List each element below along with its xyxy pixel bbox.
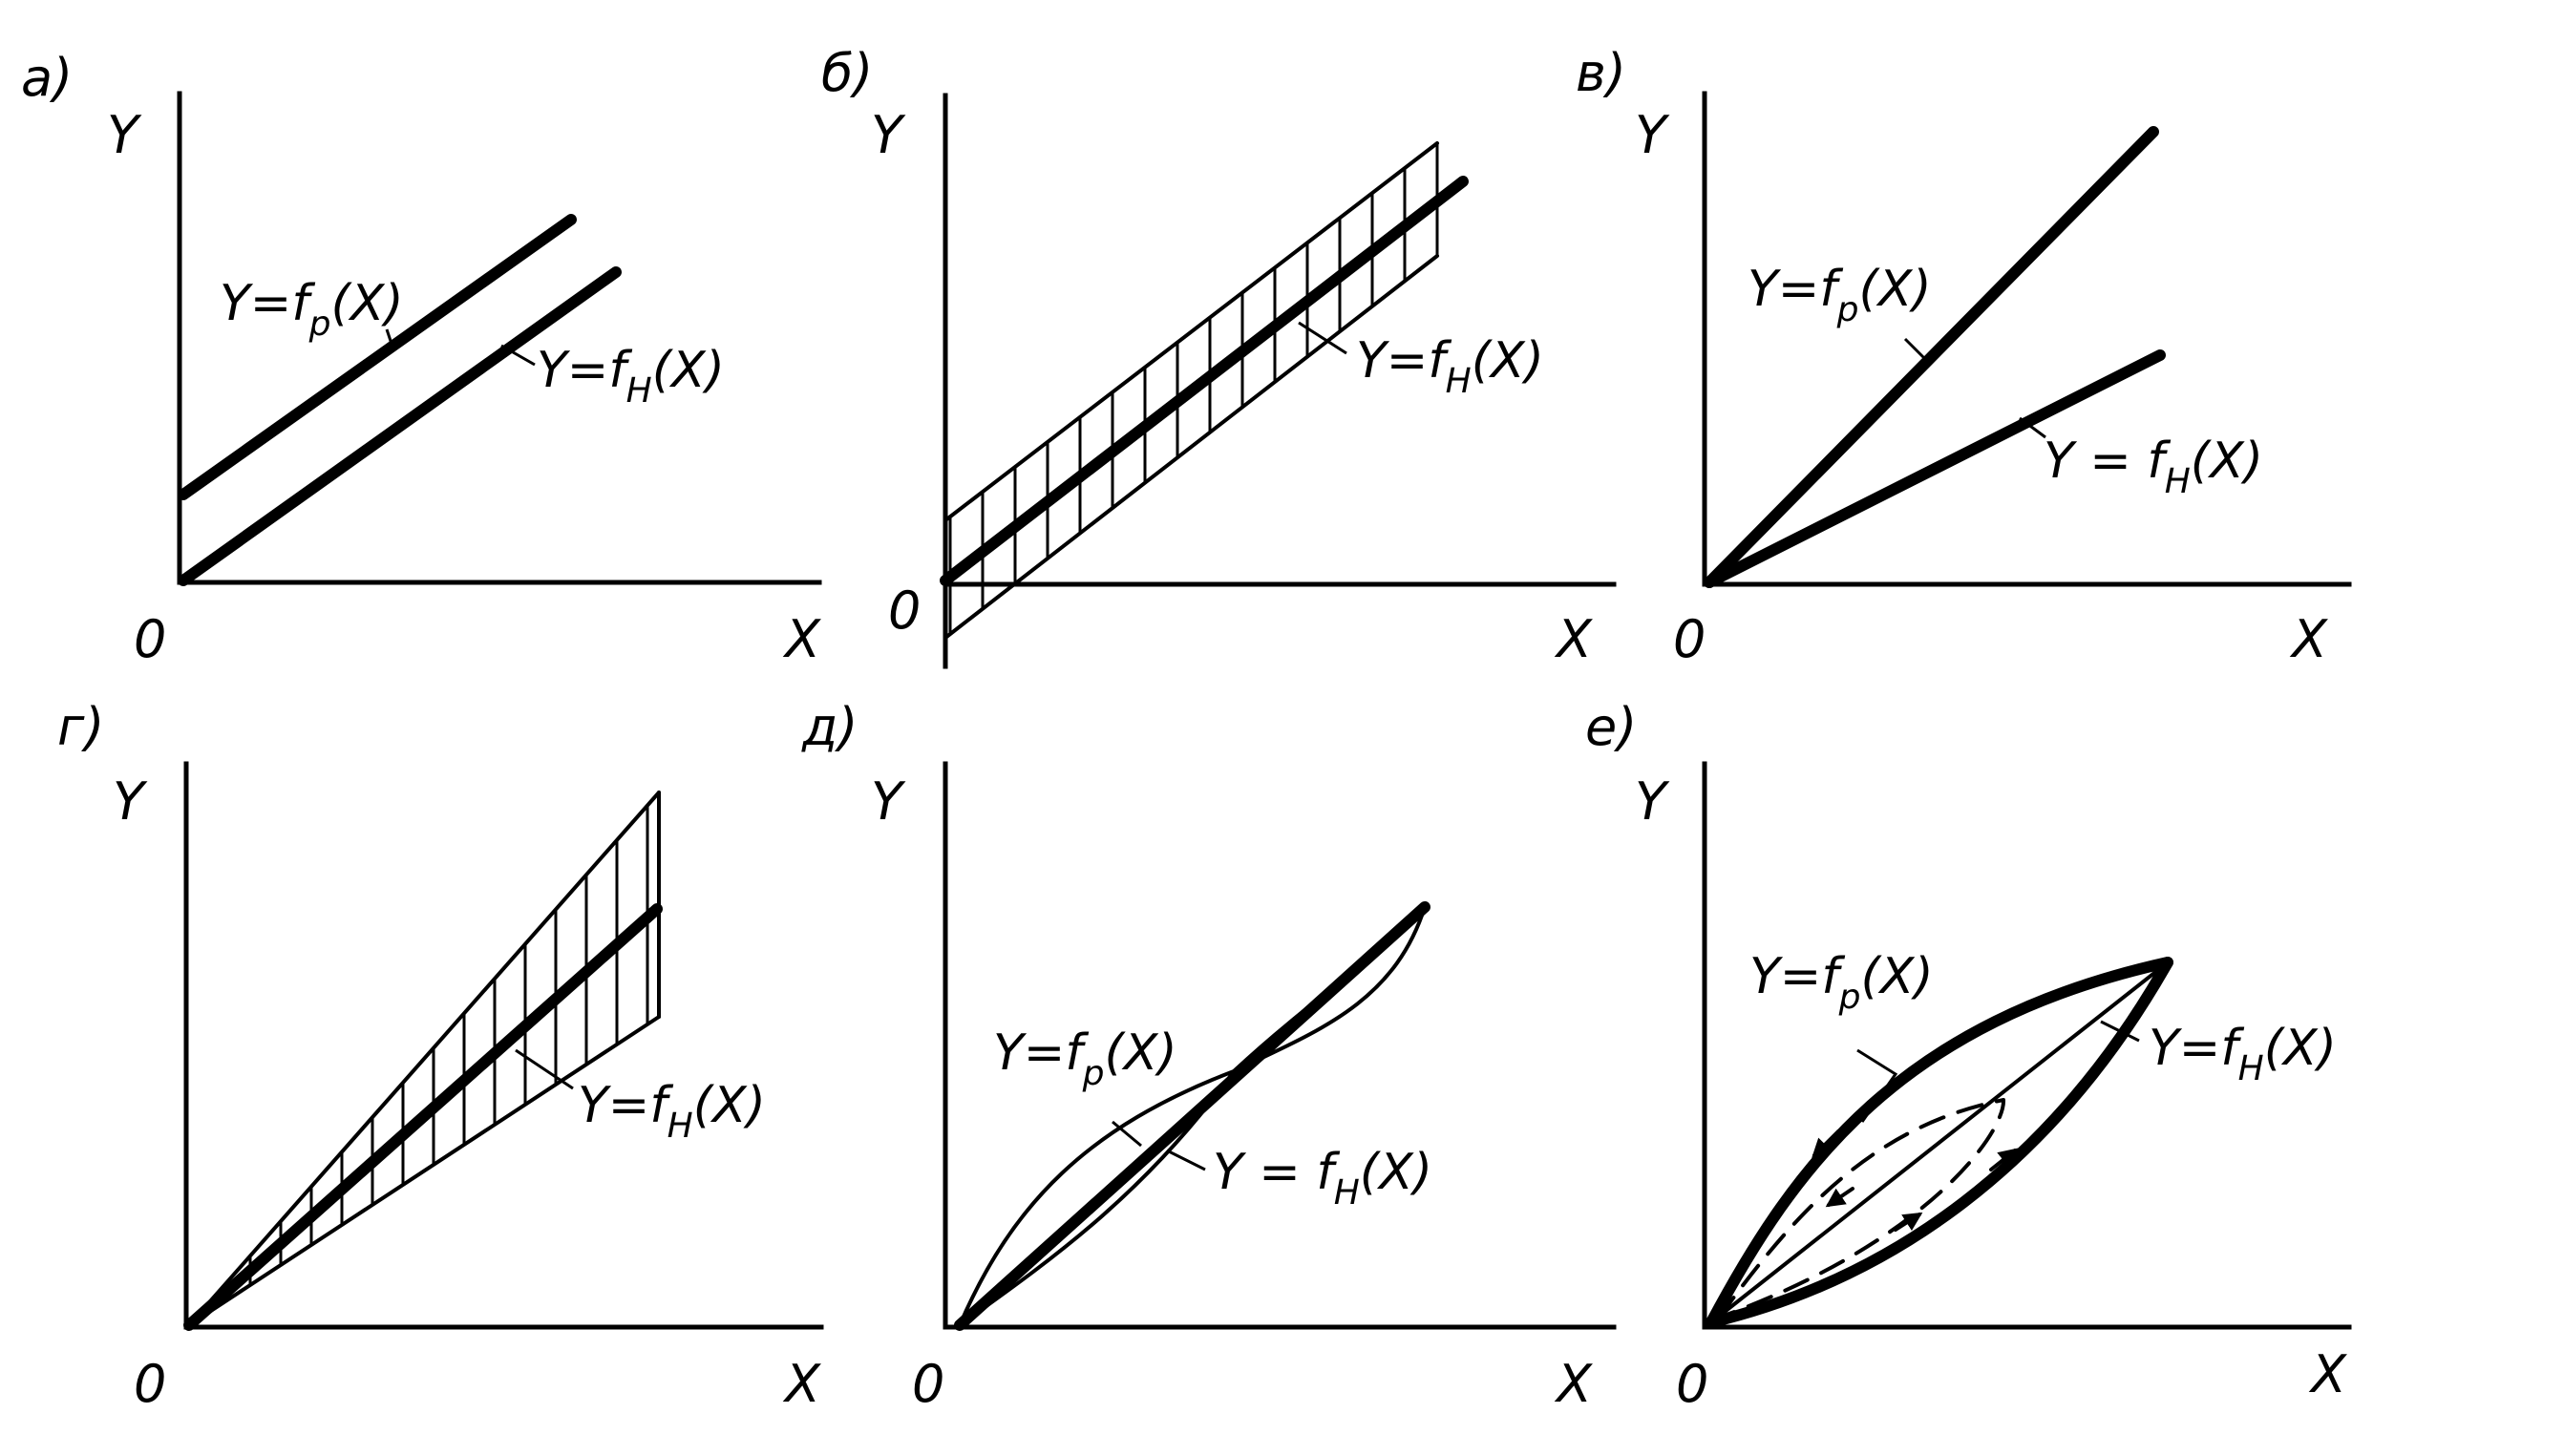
panel-a-x-axis-label: X [782,609,821,669]
panel-b-x-axis-label: X [1554,609,1593,669]
panel-f-leader-fh [2100,1020,2140,1043]
panel-d-tolerance-band [187,791,661,1327]
panel-c-origin-label: 0 [1673,609,1706,669]
panel-f-arrow-up [1989,1148,2019,1171]
panel-e-leader-fp [1112,1120,1142,1148]
panel-b-origin-label: 0 [888,580,921,641]
panel-a: а) Y X 0 Y=fp(X) Y=fH(X) [21,48,822,669]
panel-f-arrow-inner-up [1894,1212,1923,1232]
panel-f-loop-lower [1706,957,2173,1328]
panel-b-tag: б) [821,43,873,103]
panel-e-origin-label: 0 [912,1354,944,1414]
panel-a-label-fh: Y=fH(X) [537,342,725,411]
panel-c-y-axis-label: Y [1635,105,1670,165]
panel-f-axes [1702,761,2352,1330]
panel-b-label-fh: Y=fH(X) [1356,332,1544,401]
panel-f-loop-upper [1706,957,2173,1328]
panel-f-curve-fh [1709,960,2170,1324]
panel-b-leader-fh [1298,321,1347,355]
panel-e-axes [943,761,1617,1330]
panel-f-leader-fp [1856,1048,1898,1123]
panel-d-leader-fh [515,1048,574,1090]
panel-e-label-fh: Y = fH(X) [1213,1144,1432,1213]
panel-f-inner-loop [1717,1098,2006,1319]
panel-c-x-axis-label: X [2289,609,2328,669]
panel-f-label-fp: Y=fp(X) [1749,948,1934,1017]
panel-e-label-fp: Y=fp(X) [993,1024,1177,1093]
panel-e-leader-fh [1166,1149,1206,1171]
panel-f: е) Y X 0 Y=fp(X) Y=fH(X) [1585,697,2352,1414]
panel-b-y-axis-label: Y [871,105,906,165]
panel-e: д) Y X 0 Y=fp(X) Y = fH(X) [801,697,1617,1414]
panel-c-label-fp: Y=fp(X) [1748,261,1932,329]
panel-d-curve-fh [183,903,663,1331]
panel-e-tag: д) [801,697,858,757]
panel-a-leader-fh [500,344,536,367]
panel-c-curve-fp [1704,126,2159,588]
panel-f-x-axis-label: X [2308,1344,2347,1404]
panel-f-arrow-down [1812,1129,1840,1158]
panel-c-label-fh: Y = fH(X) [2044,433,2263,501]
panel-d-x-axis-label: X [782,1354,821,1414]
panel-e-x-axis-label: X [1554,1354,1593,1414]
panel-f-tag: е) [1585,697,1637,757]
panel-d-label-fh: Y=fH(X) [578,1077,766,1146]
panel-f-label-fh: Y=fH(X) [2149,1020,2337,1088]
panel-d: г) Y X 0 Y=fH(X) [57,697,824,1414]
panel-f-arrow-inner-down [1825,1187,1854,1208]
panel-c-axes [1702,91,2352,587]
panel-f-y-axis-label: Y [1635,771,1670,832]
panel-a-leader-fp [385,328,395,350]
panel-a-curve-fh [178,266,622,586]
panel-b-axes [943,93,1617,669]
panel-a-label-fp: Y=fp(X) [220,275,404,344]
panel-e-y-axis-label: Y [871,771,906,832]
panel-a-origin-label: 0 [134,609,166,669]
panel-b-curve-fh [940,176,1469,586]
panel-e-curve-fp-upper [958,905,1427,1327]
panel-c-curve-fh [1704,349,2166,588]
panel-c-tag: в) [1576,43,1626,103]
panel-d-tag: г) [57,697,104,757]
panel-a-tag: а) [21,48,73,108]
panel-c-leader-fp [1903,337,1929,363]
panel-d-y-axis-label: Y [113,771,148,832]
panel-a-curve-fp [178,214,577,500]
panel-b: б) Y X 0 Y=fH(X) [821,43,1617,669]
panel-c-leader-fh [2019,416,2046,439]
panel-f-origin-label: 0 [1676,1354,1708,1414]
panel-a-y-axis-label: Y [107,105,142,165]
panel-e-curve-fp-lower [958,905,1427,1327]
panel-d-origin-label: 0 [134,1354,166,1414]
panel-c: в) Y X 0 Y=fp(X) Y = fH(X) [1576,43,2352,669]
